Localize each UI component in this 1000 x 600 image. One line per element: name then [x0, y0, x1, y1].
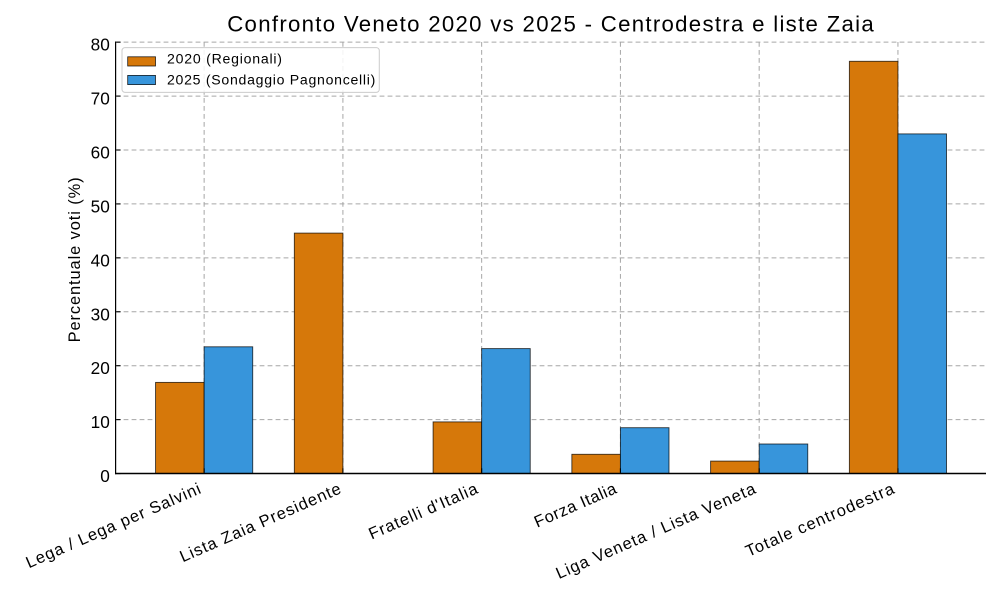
svg-text:2020 (Regionali): 2020 (Regionali): [167, 50, 283, 66]
svg-text:20: 20: [91, 358, 110, 378]
svg-text:50: 50: [91, 196, 110, 216]
svg-text:80: 80: [91, 35, 110, 55]
svg-text:0: 0: [100, 466, 110, 486]
svg-text:10: 10: [91, 412, 110, 432]
svg-text:40: 40: [91, 250, 110, 270]
svg-text:2025 (Sondaggio Pagnoncelli): 2025 (Sondaggio Pagnoncelli): [167, 72, 376, 88]
svg-text:Percentuale voti (%): Percentuale voti (%): [66, 176, 84, 342]
svg-text:60: 60: [91, 143, 110, 163]
svg-text:30: 30: [91, 304, 110, 324]
svg-text:Confronto Veneto 2020 vs 2025: Confronto Veneto 2020 vs 2025 - Centrode…: [227, 12, 875, 37]
svg-text:70: 70: [91, 89, 110, 109]
